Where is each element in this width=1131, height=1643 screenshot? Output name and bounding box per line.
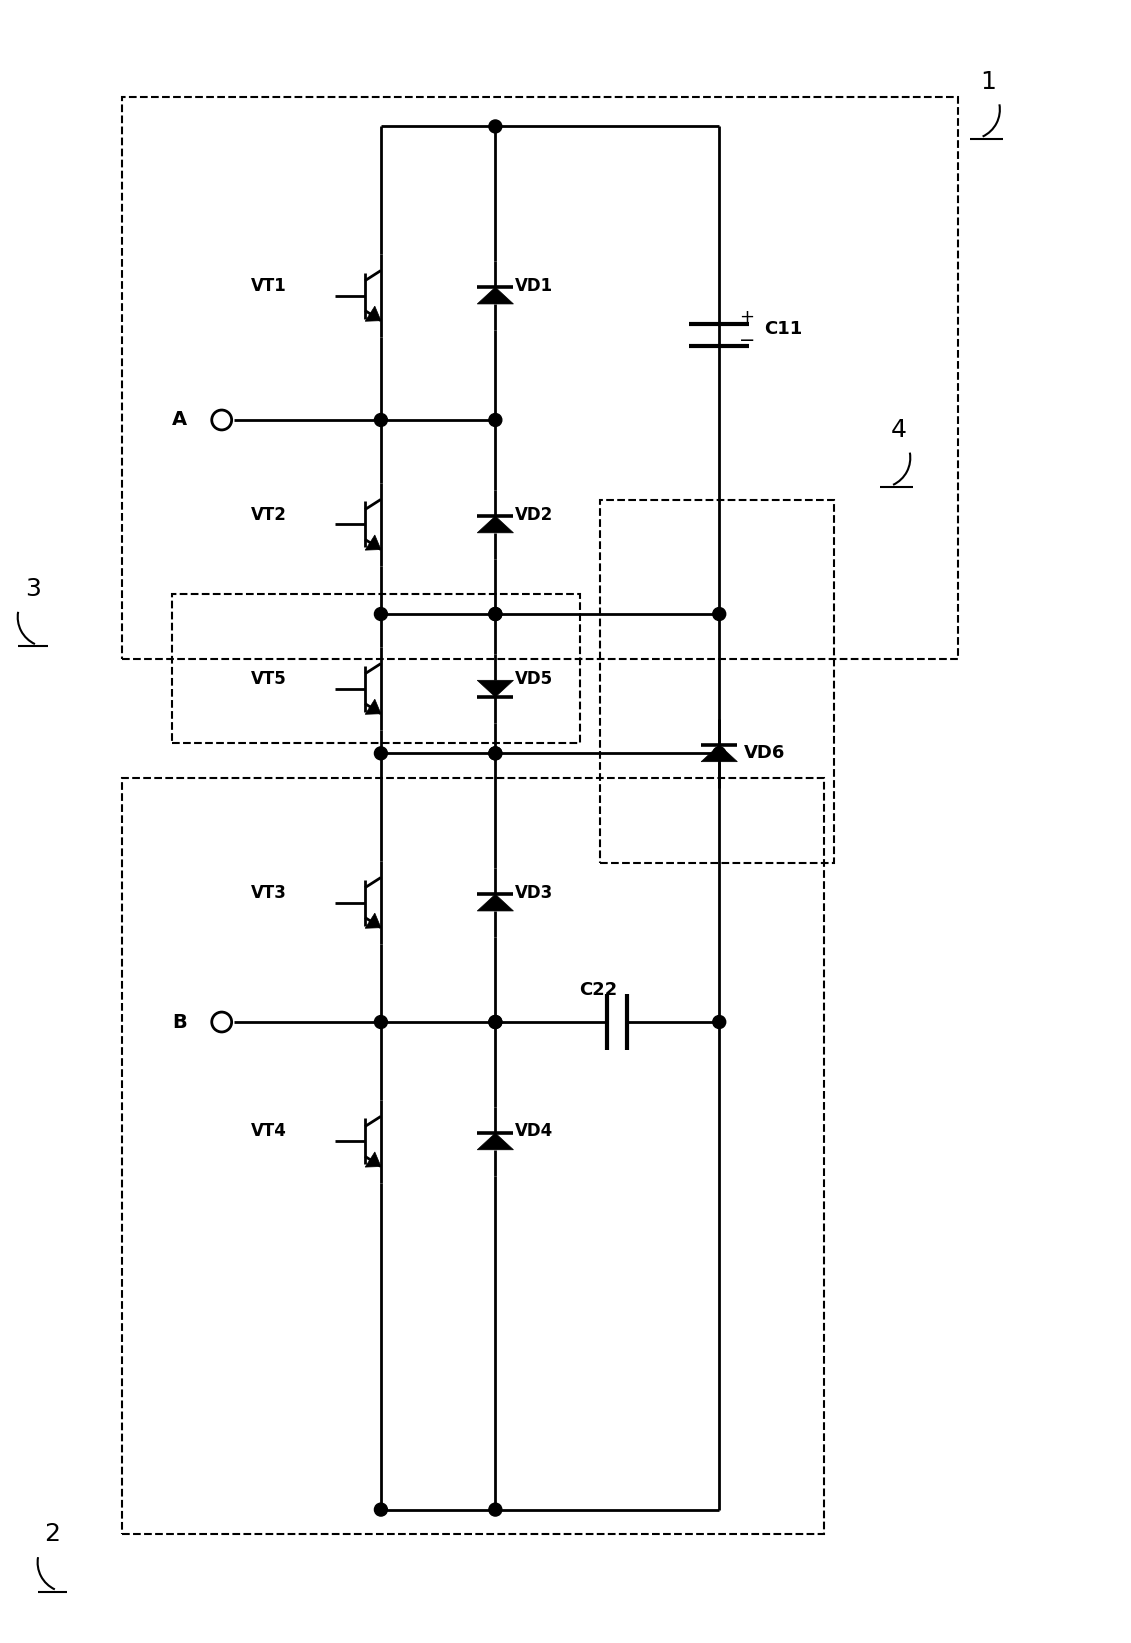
Circle shape bbox=[374, 1503, 388, 1516]
Text: VT2: VT2 bbox=[250, 506, 286, 524]
Polygon shape bbox=[365, 914, 381, 928]
Bar bbox=[122, 97, 958, 659]
Text: VD3: VD3 bbox=[516, 884, 553, 902]
Circle shape bbox=[489, 608, 502, 621]
Circle shape bbox=[489, 1503, 502, 1516]
Polygon shape bbox=[477, 516, 513, 532]
Circle shape bbox=[489, 748, 502, 759]
Text: VT1: VT1 bbox=[251, 276, 286, 294]
Bar bbox=[122, 779, 823, 1535]
Bar bbox=[599, 499, 834, 863]
Circle shape bbox=[489, 1015, 502, 1029]
Circle shape bbox=[489, 414, 502, 427]
Circle shape bbox=[374, 748, 388, 759]
Polygon shape bbox=[477, 288, 513, 304]
Circle shape bbox=[713, 1015, 726, 1029]
Text: VT3: VT3 bbox=[250, 884, 286, 902]
Text: C22: C22 bbox=[579, 981, 618, 999]
Circle shape bbox=[374, 414, 388, 427]
Bar bbox=[172, 595, 580, 743]
Circle shape bbox=[374, 1015, 388, 1029]
Text: +: + bbox=[740, 309, 754, 327]
Text: 1: 1 bbox=[979, 69, 996, 94]
Polygon shape bbox=[701, 744, 737, 762]
Circle shape bbox=[489, 608, 502, 621]
Text: −: − bbox=[740, 330, 756, 350]
Circle shape bbox=[489, 748, 502, 759]
Text: A: A bbox=[172, 411, 187, 429]
Text: VT4: VT4 bbox=[250, 1122, 286, 1140]
Text: 3: 3 bbox=[25, 577, 41, 601]
Polygon shape bbox=[365, 536, 381, 550]
Text: VT5: VT5 bbox=[251, 670, 286, 688]
Circle shape bbox=[713, 748, 726, 759]
Polygon shape bbox=[365, 306, 381, 322]
Text: B: B bbox=[172, 1012, 187, 1032]
Polygon shape bbox=[365, 1152, 381, 1167]
Circle shape bbox=[374, 608, 388, 621]
Text: C11: C11 bbox=[765, 320, 802, 338]
Text: VD2: VD2 bbox=[516, 506, 553, 524]
Circle shape bbox=[489, 1015, 502, 1029]
Polygon shape bbox=[477, 1134, 513, 1150]
Text: VD1: VD1 bbox=[516, 276, 553, 294]
Polygon shape bbox=[365, 700, 381, 715]
Text: 2: 2 bbox=[44, 1523, 61, 1546]
Text: VD5: VD5 bbox=[516, 670, 553, 688]
Text: VD6: VD6 bbox=[744, 744, 786, 762]
Circle shape bbox=[713, 608, 726, 621]
Circle shape bbox=[489, 120, 502, 133]
Text: 4: 4 bbox=[890, 417, 906, 442]
Polygon shape bbox=[477, 680, 513, 697]
Text: VD4: VD4 bbox=[516, 1122, 553, 1140]
Polygon shape bbox=[477, 894, 513, 910]
